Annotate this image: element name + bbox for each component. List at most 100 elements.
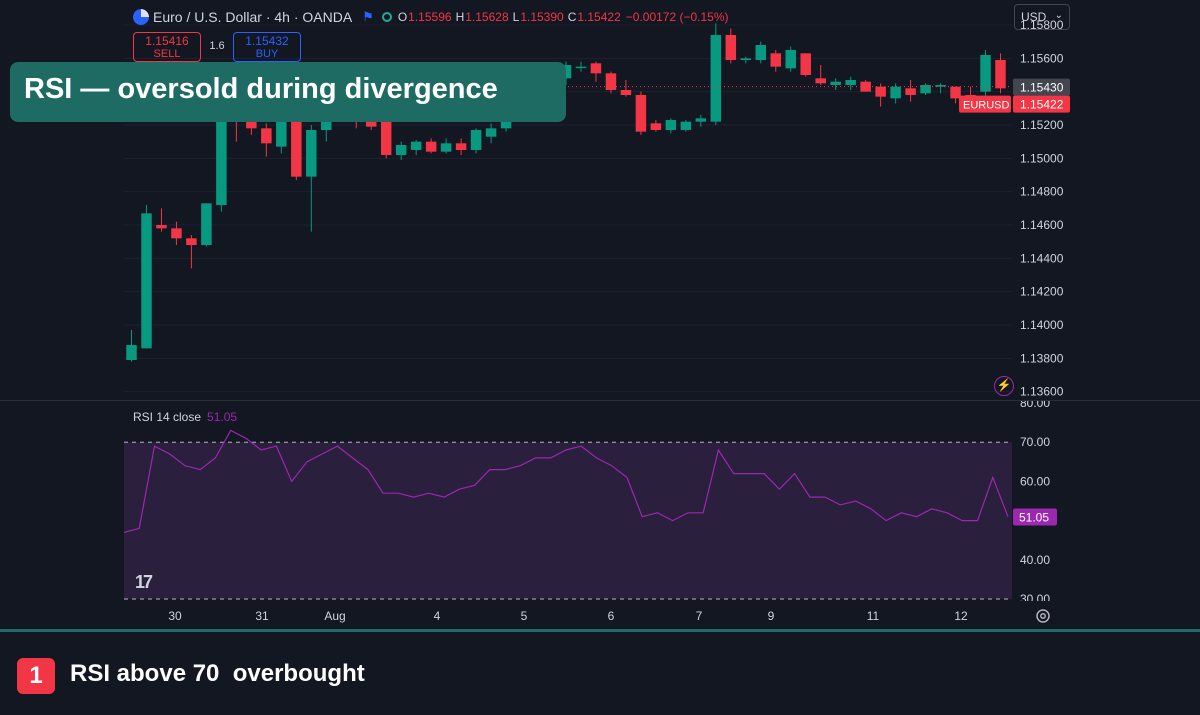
rsi-title: RSI 14 close (133, 410, 202, 424)
rsi-axis-label: 60.00 (1020, 474, 1050, 488)
crosshair-price-text: 1.15430 (1020, 81, 1064, 95)
currency-value: USD (1021, 10, 1047, 24)
crosshair-price-badge (1013, 78, 1070, 96)
price-axis-label: 1.14600 (1020, 218, 1064, 232)
candle-body (890, 86, 901, 99)
sell-price: 1.15416 (145, 34, 189, 48)
candle-body (440, 143, 452, 152)
time-axis-label: 7 (696, 609, 703, 623)
candle-body (875, 86, 886, 97)
last-price-badge (1013, 95, 1070, 113)
candle-body (306, 130, 317, 177)
time-axis-label: 5 (521, 609, 528, 623)
sell-label: SELL (153, 48, 181, 60)
lightning-icon[interactable]: ⚡ (994, 376, 1014, 396)
change-number: −0.00172 (−0.15%) (625, 10, 729, 24)
candlestick-chart[interactable]: 1.158001.156001.154001.152001.150001.148… (0, 0, 1200, 400)
candle-body (261, 128, 272, 144)
rsi-legend-value: 51.05 (207, 410, 238, 424)
time-axis-label: 9 (768, 609, 775, 623)
close-label: C (567, 10, 577, 24)
candle-body (605, 73, 617, 90)
time-axis-label: 6 (608, 609, 615, 623)
tradingview-logo[interactable]: 17 (135, 572, 153, 592)
low-number: 1.15390 (520, 10, 564, 24)
symbol-title[interactable]: Euro / U.S. Dollar · 4h · OANDA (153, 9, 353, 25)
candle-body (920, 85, 931, 94)
pane-divider[interactable] (0, 400, 1200, 401)
buy-price: 1.15432 (245, 34, 289, 48)
price-axis-label: 1.14400 (1020, 251, 1064, 265)
candle-body (860, 81, 871, 92)
price-axis-label: 1.13800 (1020, 351, 1064, 365)
candle-body (950, 86, 961, 99)
high-value: H1.15628 (456, 10, 509, 24)
close-value: C1.15422 (568, 10, 621, 24)
price-pane[interactable]: 1.158001.156001.154001.152001.150001.148… (0, 0, 1200, 400)
low-value: L1.15390 (513, 10, 564, 24)
time-axis-label: 12 (954, 609, 968, 623)
candle-body (785, 50, 796, 69)
candle-body (395, 145, 407, 155)
candle-body (186, 238, 197, 245)
close-number: 1.15422 (577, 10, 621, 24)
buy-label: BUY (255, 48, 279, 60)
candle-body (201, 203, 212, 245)
rsi-band-fill (124, 442, 1012, 599)
candle-body (935, 85, 946, 87)
candle-body (470, 130, 482, 150)
open-number: 1.15596 (408, 10, 452, 24)
flag-icon[interactable]: ⚑ (362, 9, 374, 24)
candle-body (800, 53, 811, 75)
symbol-legend: Euro / U.S. Dollar · 4h · OANDA ⚑ O1.155… (133, 8, 733, 26)
time-axis-label: 30 (168, 609, 182, 623)
currency-select[interactable]: USD ⌄ (1014, 4, 1070, 30)
candle-body (740, 58, 752, 60)
candle-body (455, 143, 467, 150)
candle-body (246, 116, 257, 129)
candle-body (680, 121, 692, 130)
candle-body (815, 78, 826, 84)
open-label: O (397, 10, 408, 24)
candle-body (725, 35, 737, 60)
candle-body (276, 121, 287, 147)
time-axis-label: 31 (255, 609, 269, 623)
candle-body (291, 121, 302, 177)
candle-body (755, 45, 767, 60)
rsi-legend[interactable]: RSI 14 close 51.05 (133, 410, 237, 424)
caption-text: RSI above 70 overbought (70, 660, 365, 687)
price-axis-label: 1.14200 (1020, 285, 1064, 299)
candle-body (365, 120, 377, 127)
candle-body (141, 213, 152, 349)
spread-value: 1.6 (209, 40, 225, 52)
time-axis-label: 4 (434, 609, 441, 623)
time-axis[interactable]: 30 31 Aug 4 5 6 7 9 11 12 (0, 601, 1200, 631)
rsi-axis-label: 70.00 (1020, 435, 1050, 449)
rsi-value-text: 51.05 (1019, 510, 1049, 524)
high-number: 1.15628 (465, 10, 509, 24)
rsi-value-badge (1013, 508, 1057, 526)
low-label: L (512, 10, 520, 24)
candle-body (770, 53, 782, 67)
candle-body (425, 141, 437, 152)
candle-body (575, 66, 587, 69)
candle-body (380, 116, 392, 155)
candle-body (845, 80, 856, 85)
buy-button[interactable]: 1.15432 BUY (233, 32, 301, 62)
candle-body (665, 120, 677, 130)
rsi-axis-label: 80.00 (1020, 401, 1050, 410)
candle-body (590, 63, 602, 74)
change-value: −0.00172 (−0.15%) (625, 10, 729, 24)
open-value: O1.15596 (398, 10, 452, 24)
caption-number-badge: 1 (17, 658, 55, 694)
sell-button[interactable]: 1.15416 SELL (133, 32, 201, 62)
rsi-axis-label: 40.00 (1020, 553, 1050, 567)
chart-area[interactable]: 1.158001.156001.154001.152001.150001.148… (0, 0, 1200, 632)
price-axis-label: 1.13600 (1020, 385, 1064, 399)
candle-body (905, 88, 916, 95)
candle-body (620, 90, 632, 95)
eur-flag-icon (133, 9, 149, 25)
gear-icon[interactable] (1034, 607, 1052, 625)
